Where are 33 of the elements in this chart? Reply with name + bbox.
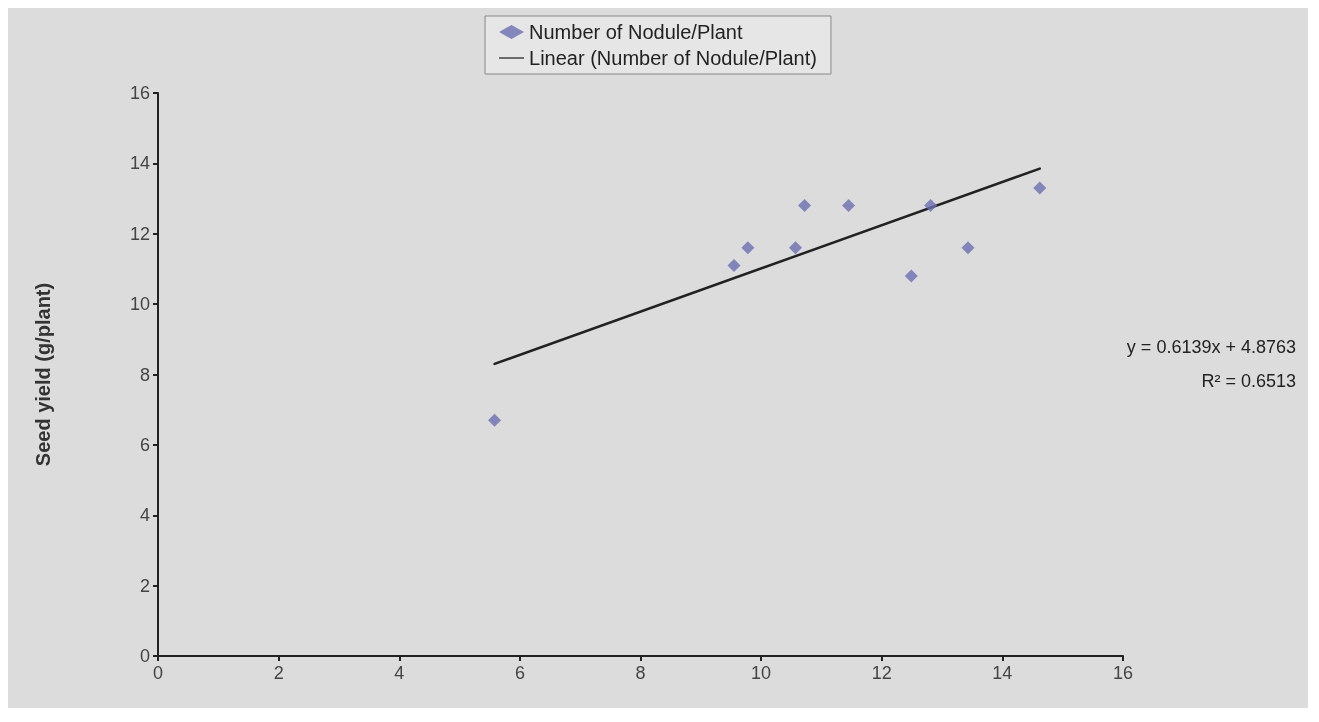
y-tick-label: 0 [139,646,150,666]
y-tick-label: 10 [129,294,150,315]
point [727,258,741,272]
y-tick-label: 14 [129,153,150,174]
x-tick-label: 8 [635,663,646,683]
y-axis-title: Seed yield (g/plant) [32,282,54,467]
x-tick-label: 0 [152,663,164,683]
y-tick-label: 4 [139,505,150,526]
x-tick-label: 16 [1112,663,1134,683]
point [798,199,812,213]
legend-label: Number of Nodule/Plant [529,21,743,43]
point [1033,181,1047,195]
y-tick-label: 12 [129,223,150,244]
x-tick-label: 14 [992,663,1013,683]
y-tick-label: 2 [139,575,150,596]
point [789,241,802,255]
legend-label: Linear (Number of Nodule/Plant) [529,47,817,69]
point [904,269,918,283]
y-tick-label: 16 [129,83,150,103]
x-tick-label: 10 [751,663,772,683]
x-tick-label: 4 [394,663,405,683]
point [488,413,502,427]
y-tick-label: 8 [139,364,150,385]
point [741,241,755,255]
x-tick-label: 2 [273,663,284,683]
text: y = 0.6139x + 4.8763 [1126,337,1296,357]
point [924,199,938,213]
y-tick-label: 6 [139,434,150,455]
x-tick-label: 6 [514,663,525,683]
x-tick-label: 12 [871,663,892,683]
point [961,241,975,255]
point [842,199,856,213]
text: R² = 0.6513 [1201,371,1296,391]
